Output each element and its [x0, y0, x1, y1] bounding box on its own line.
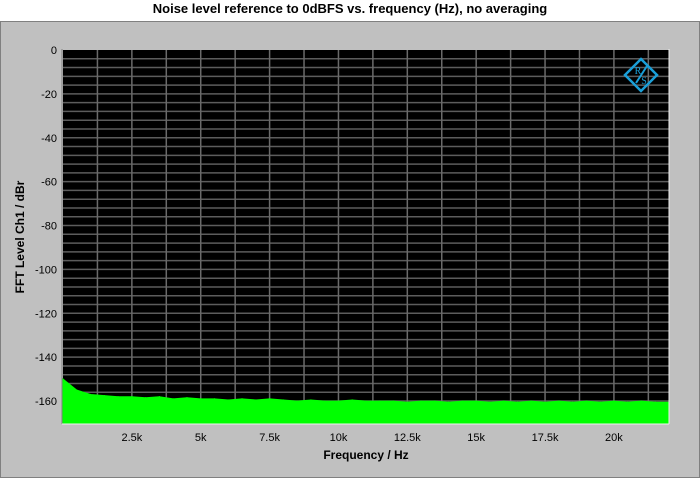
- data-point: [558, 400, 560, 402]
- x-tick-label: 17.5k: [532, 432, 559, 444]
- y-tick-label: -80: [41, 221, 57, 233]
- svg-text:R: R: [635, 66, 642, 77]
- y-tick-label: 0: [51, 45, 57, 57]
- data-point: [186, 397, 188, 399]
- plot-area: [63, 50, 669, 423]
- x-tick-label: 12.5k: [394, 432, 421, 444]
- data-point: [475, 400, 477, 402]
- data-point: [434, 400, 436, 402]
- data-point: [241, 398, 243, 400]
- data-point: [131, 396, 133, 398]
- data-point: [503, 400, 505, 402]
- y-tick-label: -140: [35, 352, 57, 364]
- data-point: [255, 399, 257, 401]
- noise-spectrum-area: [62, 378, 670, 424]
- data-point: [489, 401, 491, 403]
- data-point: [406, 401, 408, 403]
- data-point: [516, 401, 519, 403]
- data-point: [571, 401, 574, 403]
- data-point: [76, 389, 78, 391]
- data-point: [379, 400, 381, 402]
- x-tick-label: 5k: [195, 432, 207, 444]
- x-tick-label: 2.5k: [121, 432, 142, 444]
- y-tick-label: -60: [41, 177, 57, 189]
- data-point: [324, 400, 326, 402]
- data-point: [613, 400, 615, 402]
- series-layer: [62, 378, 670, 424]
- data-point: [461, 400, 464, 402]
- data-point: [268, 398, 271, 400]
- data-point: [62, 378, 64, 380]
- data-point: [640, 400, 643, 402]
- data-point: [337, 400, 340, 402]
- data-point: [392, 400, 395, 402]
- data-point: [103, 394, 105, 397]
- x-tick-label: 20k: [605, 432, 623, 444]
- data-point: [117, 396, 119, 398]
- data-point: [448, 401, 450, 403]
- data-point: [585, 400, 587, 402]
- data-point: [158, 396, 161, 398]
- data-point: [282, 399, 284, 401]
- chart-title: Noise level reference to 0dBFS vs. frequ…: [152, 1, 548, 16]
- data-point: [296, 400, 298, 402]
- data-point: [227, 399, 229, 401]
- data-point: [654, 401, 656, 403]
- y-tick-label: -100: [35, 264, 57, 276]
- y-axis-label: FFT Level Ch1 / dBr: [13, 180, 27, 293]
- data-point: [420, 400, 422, 402]
- y-tick-label: -40: [41, 133, 57, 145]
- data-point: [627, 401, 629, 403]
- data-point: [599, 401, 601, 403]
- rs-logo-icon: R S: [623, 57, 659, 93]
- data-point: [89, 393, 92, 396]
- data-point: [145, 397, 147, 399]
- data-point: [213, 398, 216, 400]
- svg-text:S: S: [641, 76, 647, 87]
- data-point: [544, 401, 546, 403]
- y-tick-label: -160: [35, 396, 57, 408]
- data-point: [530, 400, 532, 402]
- y-tick-label: -120: [35, 308, 57, 320]
- x-axis-label: Frequency / Hz: [323, 448, 408, 462]
- x-tick-label: 15k: [467, 432, 485, 444]
- data-point: [310, 399, 312, 401]
- data-point: [365, 400, 367, 402]
- data-point: [351, 399, 353, 401]
- x-tick-label: 10k: [330, 432, 348, 444]
- data-point: [200, 398, 202, 400]
- y-tick-label: -20: [41, 89, 57, 101]
- data-point: [172, 398, 174, 400]
- x-tick-label: 7.5k: [259, 432, 280, 444]
